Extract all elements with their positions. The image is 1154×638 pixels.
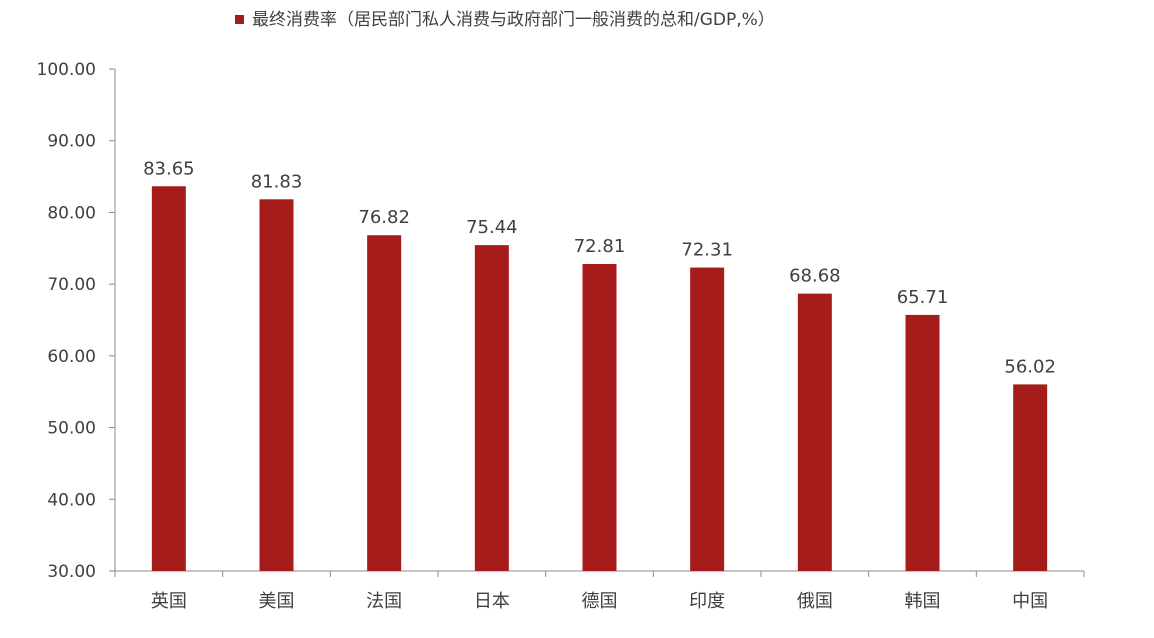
bar [1013,384,1048,571]
x-tick-label: 法国 [366,591,402,612]
data-label: 75.44 [466,217,518,238]
bar [259,199,294,571]
y-tick-label: 50.00 [47,419,96,439]
bar [905,314,940,571]
y-tick-label: 60.00 [47,347,96,367]
legend: 最终消费率（居民部门私人消费与政府部门一般消费的总和/GDP,%） [235,10,775,30]
legend-label: 最终消费率（居民部门私人消费与政府部门一般消费的总和/GDP,%） [252,10,775,30]
data-label: 68.68 [789,266,841,287]
bar [797,293,832,571]
x-axis: 英国 美国 法国 日本 德国 印度 俄国 韩国 中国 [114,570,1085,612]
x-tick-label: 日本 [474,591,510,612]
bar [151,186,186,571]
x-tick-label: 印度 [689,591,725,612]
bar [367,235,402,572]
x-tick-label: 韩国 [905,591,941,612]
data-label: 56.02 [1004,356,1056,377]
data-label: 72.31 [681,240,733,261]
data-label: 72.81 [574,236,626,257]
x-tick-label: 俄国 [797,591,833,612]
y-axis: 30.00 40.00 50.00 60.00 70.00 80.00 90.00 100.0… [37,60,116,582]
legend-swatch [235,15,244,24]
bar [582,263,617,571]
data-label: 83.65 [143,158,195,179]
x-tick-label: 德国 [582,591,618,612]
y-tick-label: 70.00 [47,275,96,295]
data-label: 76.82 [358,207,410,228]
bar [474,245,509,571]
x-tick-label: 英国 [151,591,187,612]
x-tick-label: 中国 [1012,591,1048,612]
y-tick-label: 90.00 [47,132,96,152]
y-tick-label: 100.00 [37,60,96,80]
data-label: 81.83 [251,171,303,192]
bar [690,267,725,571]
data-label: 65.71 [897,287,949,308]
x-tick-label: 美国 [259,591,295,612]
bar-series: 83.65 81.83 76.82 75.44 72.81 72.31 68.68 65.71… [143,158,1056,572]
y-tick-label: 30.00 [47,562,96,582]
y-tick-label: 40.00 [47,490,96,510]
y-tick-label: 80.00 [47,203,96,223]
